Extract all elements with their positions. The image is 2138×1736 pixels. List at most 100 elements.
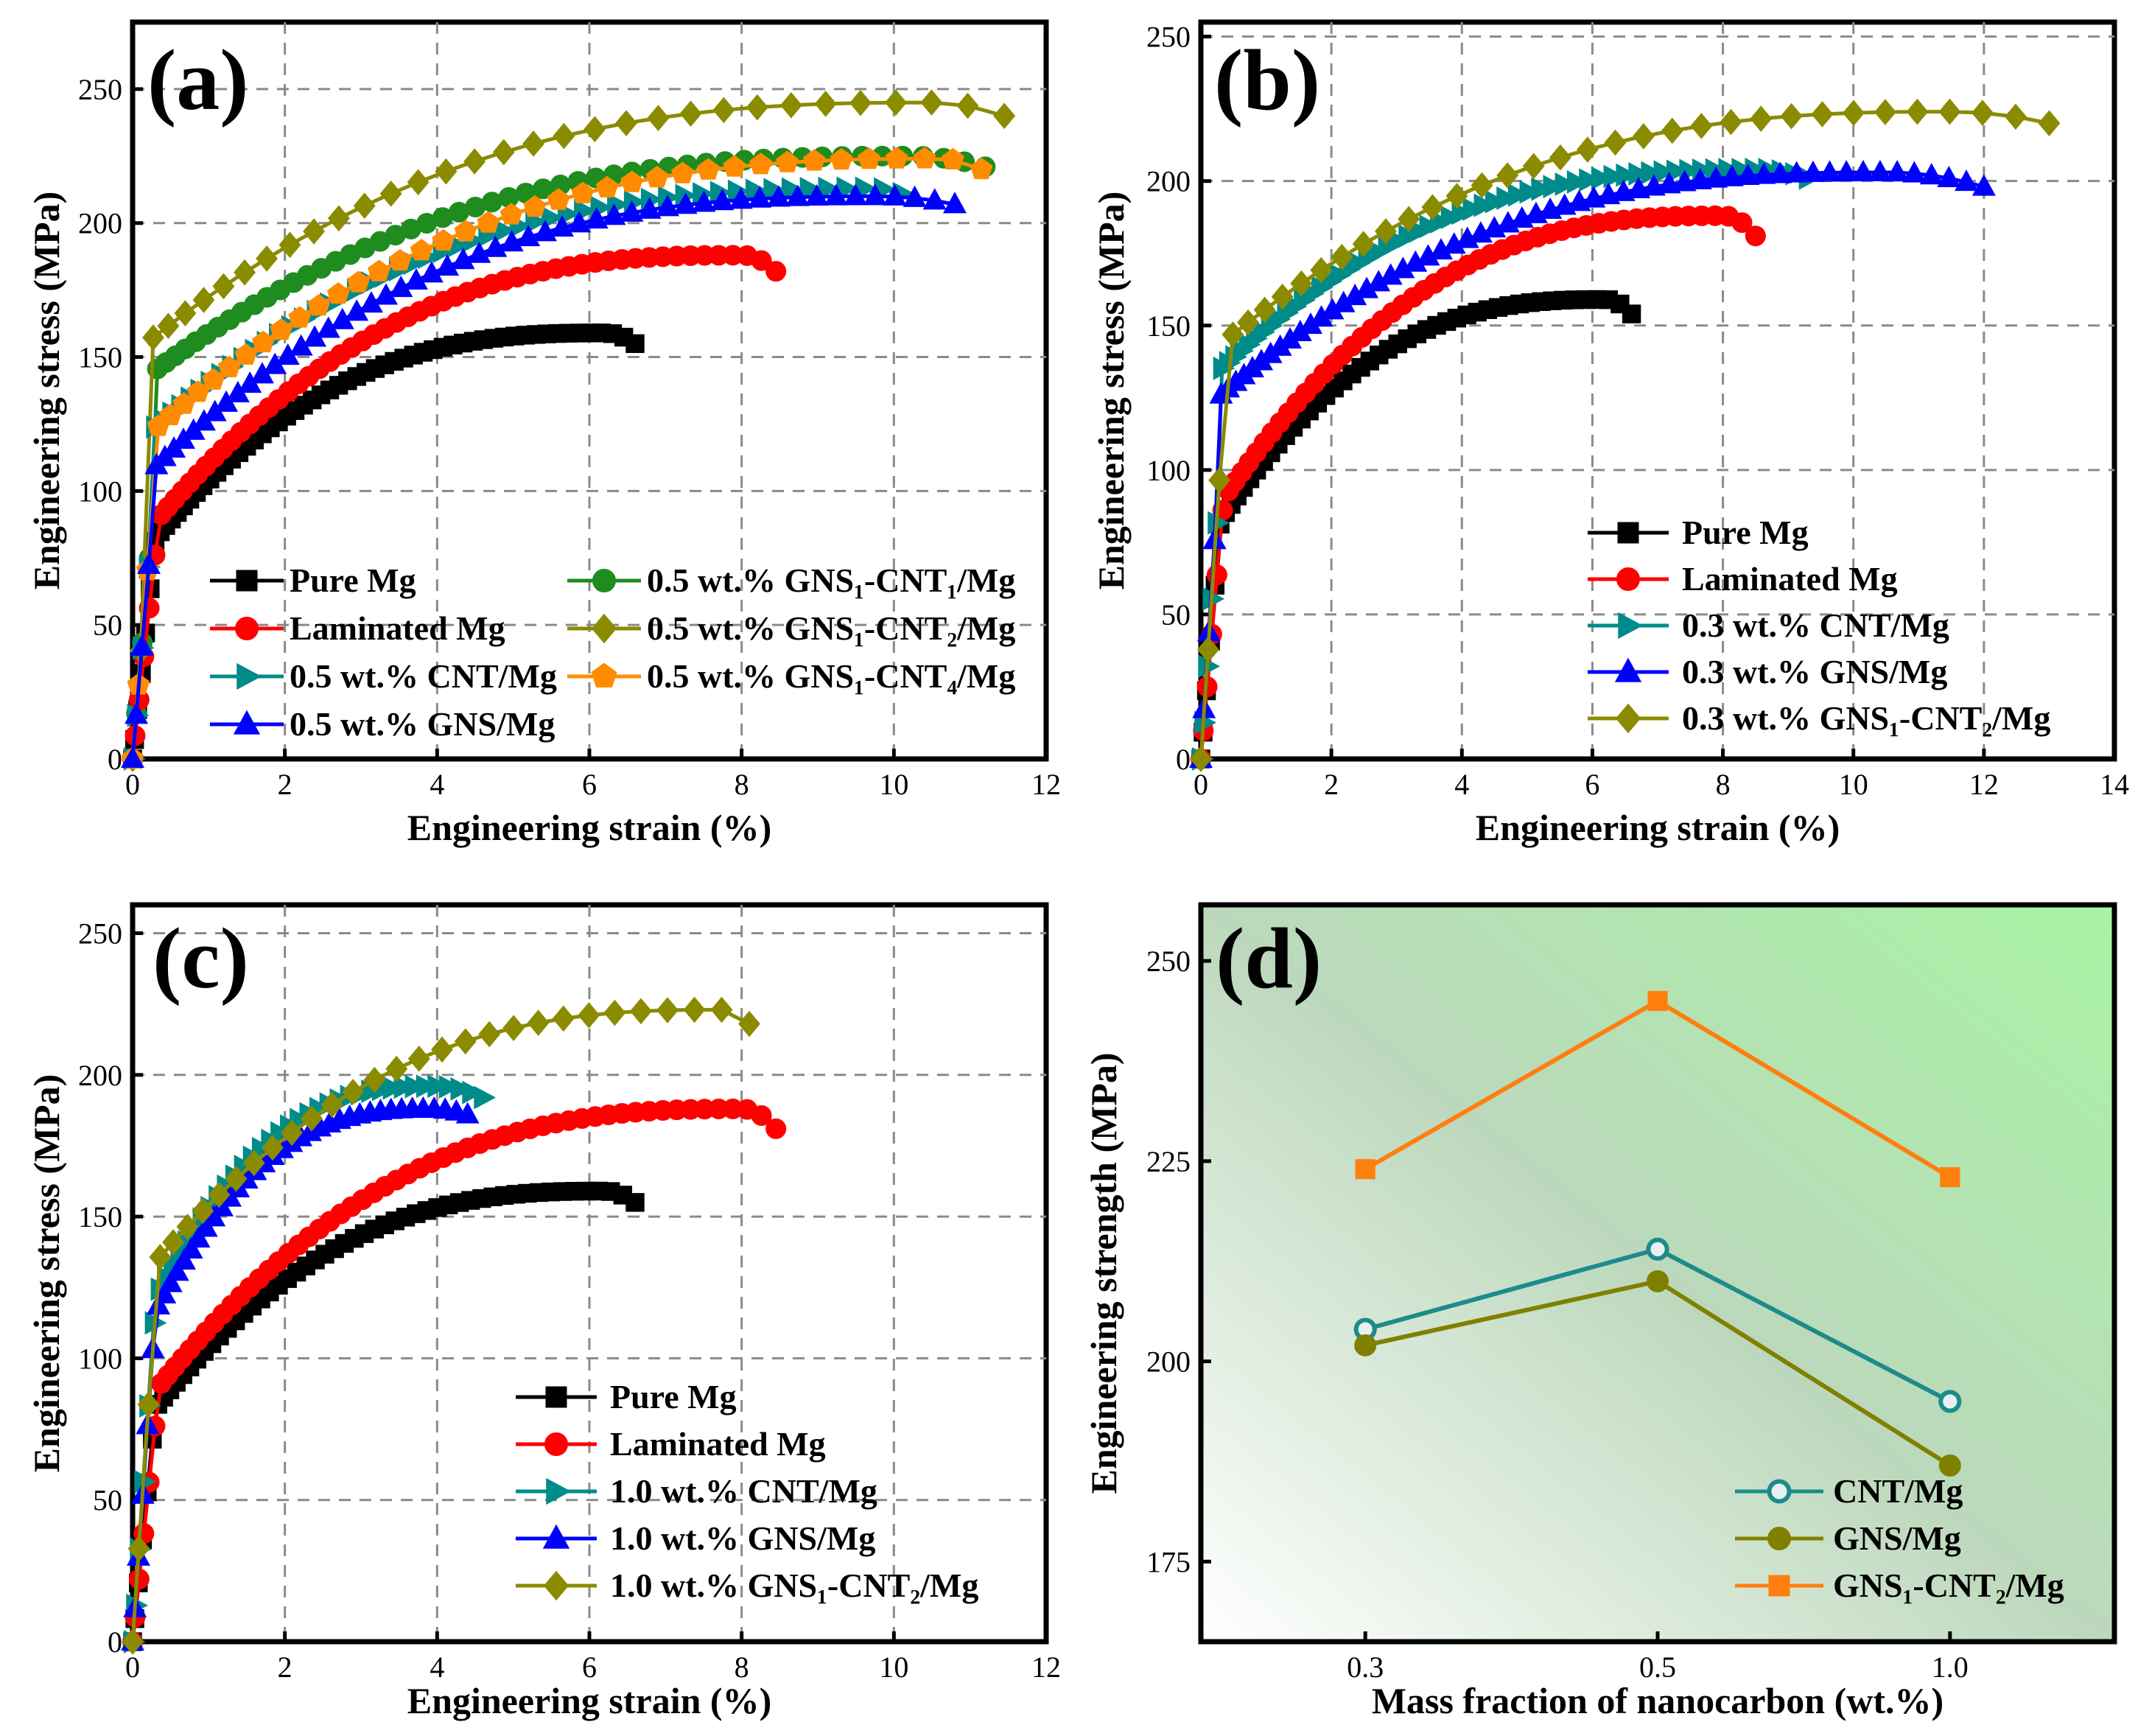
data-point xyxy=(552,1005,575,1032)
y-tick-label: 150 xyxy=(1146,309,1191,343)
legend-marker xyxy=(1614,657,1642,682)
legend-c-gns: 1.0 wt.% GNS/Mg xyxy=(516,1519,875,1557)
legend-c-gns-label: 1.0 wt.% GNS/Mg xyxy=(610,1519,875,1557)
data-point xyxy=(584,207,609,229)
data-point xyxy=(656,195,680,217)
data-point xyxy=(567,211,592,233)
data-point xyxy=(765,1118,787,1139)
data-point xyxy=(671,161,694,183)
data-point xyxy=(1375,218,1397,245)
data-point xyxy=(956,92,979,119)
data-point xyxy=(1731,212,1753,234)
series-c-1 xyxy=(122,1098,787,1652)
data-point xyxy=(379,181,402,207)
legend-marker-shape xyxy=(1617,522,1639,544)
x-tick-label: 2 xyxy=(1324,768,1339,801)
y-tick-label: 200 xyxy=(78,1059,122,1092)
panel-d-label: (d) xyxy=(1216,910,1322,1007)
panel-d-xlabel: Mass fraction of nanocarbon (wt.%) xyxy=(1372,1680,1944,1721)
data-point xyxy=(342,1079,365,1105)
panel-a-xlabel: Engineering strain (%) xyxy=(407,807,771,848)
data-point xyxy=(1768,161,1792,183)
legend-a-gns1cnt2-label: 0.5 wt.% GNS₁-CNT₂/Mg xyxy=(647,609,1015,647)
data-point xyxy=(242,1149,265,1177)
data-point xyxy=(970,157,993,180)
data-point xyxy=(251,330,275,353)
legend-c-pure-label: Pure Mg xyxy=(610,1378,737,1415)
data-point xyxy=(130,634,154,656)
data-point xyxy=(347,270,370,293)
data-point xyxy=(547,188,570,210)
x-tick-label: 12 xyxy=(1031,1651,1061,1684)
data-point xyxy=(583,116,606,143)
data-point xyxy=(165,1259,189,1281)
data-point xyxy=(1576,136,1599,163)
data-point xyxy=(158,1270,183,1292)
y-tick-label: 200 xyxy=(1146,165,1191,198)
data-point xyxy=(849,89,872,116)
data-point xyxy=(1661,117,1683,144)
legend-marker-shape xyxy=(592,569,616,592)
data-point xyxy=(217,355,241,378)
data-point xyxy=(438,1075,461,1099)
series-d-2 xyxy=(1355,990,1960,1188)
legend-b-pure: Pure Mg xyxy=(1588,514,1809,551)
data-point xyxy=(1647,1270,1669,1292)
x-tick-label: 10 xyxy=(1839,768,1868,801)
data-point xyxy=(492,139,515,166)
data-point xyxy=(571,181,595,203)
data-point xyxy=(186,1226,211,1248)
panel-b-xlabel: Engineering strain (%) xyxy=(1476,807,1840,848)
y-tick-label: 0 xyxy=(1176,743,1191,776)
x-tick-label: 1.0 xyxy=(1932,1651,1969,1684)
data-point xyxy=(416,1074,438,1099)
legend-c-gns1cnt2-label: 1.0 wt.% GNS₁-CNT₂/Mg xyxy=(610,1567,978,1604)
legend-b-cnt: 0.3 wt.% CNT/Mg xyxy=(1588,606,1949,644)
data-point xyxy=(455,1102,480,1124)
data-point xyxy=(1519,180,1542,204)
data-point xyxy=(637,197,662,219)
legend-c-cnt: 1.0 wt.% CNT/Mg xyxy=(516,1472,877,1510)
data-point xyxy=(1496,162,1519,189)
legend-d-gns1cnt2: GNS₁-CNT₂/Mg xyxy=(1735,1567,2064,1604)
data-point xyxy=(162,1229,185,1256)
legend-marker xyxy=(543,1570,569,1601)
data-point xyxy=(270,318,293,340)
data-point xyxy=(278,231,301,259)
data-point xyxy=(943,192,967,214)
y-tick-label: 0 xyxy=(108,1625,122,1659)
data-point xyxy=(710,189,735,211)
series-b-4 xyxy=(1190,98,2061,772)
data-point xyxy=(385,1055,408,1082)
data-point xyxy=(327,205,350,232)
data-point xyxy=(1647,990,1668,1012)
data-point xyxy=(1902,161,1927,183)
x-tick-label: 0.3 xyxy=(1347,1651,1384,1684)
legend-b-pure-label: Pure Mg xyxy=(1682,514,1809,551)
data-point xyxy=(261,1134,284,1161)
data-point xyxy=(435,158,458,185)
data-point xyxy=(1666,159,1689,183)
legend-marker-shape xyxy=(544,1432,568,1456)
data-point xyxy=(1745,225,1766,247)
legend-d-gns: GNS/Mg xyxy=(1735,1519,1961,1557)
x-tick-label: 4 xyxy=(430,768,444,801)
panel-d-ylabel: Engineering strength (MPa) xyxy=(1083,1052,1124,1494)
data-point xyxy=(1811,101,1834,127)
data-point xyxy=(502,1015,525,1041)
data-point xyxy=(1672,169,1697,192)
legend-marker xyxy=(545,1386,567,1408)
data-point xyxy=(142,324,164,351)
data-point xyxy=(1720,164,1744,186)
x-tick-label: 0 xyxy=(125,1651,140,1684)
x-tick-label: 6 xyxy=(582,1651,597,1684)
series-line xyxy=(130,331,637,760)
data-point xyxy=(234,259,256,286)
panel-a-label: (a) xyxy=(147,32,249,128)
legend-d-gns1cnt2-label: GNS₁-CNT₂/Mg xyxy=(1833,1567,2064,1604)
y-tick-label: 200 xyxy=(78,207,122,240)
data-point xyxy=(121,746,144,769)
legend-marker-shape xyxy=(1618,612,1644,640)
x-tick-label: 8 xyxy=(735,768,749,801)
data-point xyxy=(656,997,679,1023)
